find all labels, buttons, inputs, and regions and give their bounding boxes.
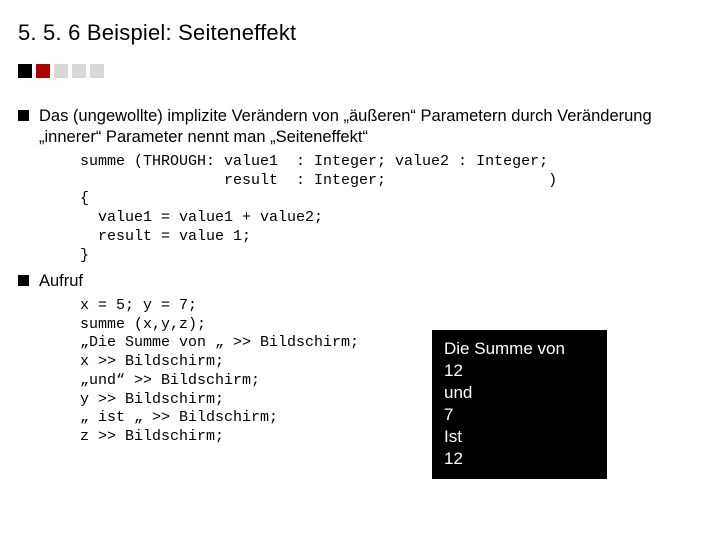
code-block: summe (THROUGH: value1 : Integer; value2… [18, 153, 702, 266]
decor-square [90, 64, 104, 78]
slide-title: 5. 5. 6 Beispiel: Seiteneffekt [18, 20, 702, 46]
bullet-marker [18, 275, 29, 286]
decor-square [54, 64, 68, 78]
slide-content: Das (ungewollte) implizite Verändern von… [0, 78, 720, 447]
bullet-item: Das (ungewollte) implizite Verändern von… [18, 106, 702, 149]
bullet-marker [18, 110, 29, 121]
bullet-item: Aufruf [18, 271, 702, 292]
output-line: 12 [444, 360, 585, 382]
output-line: Die Summe von [444, 338, 585, 360]
bullet-text: Das (ungewollte) implizite Verändern von… [39, 106, 702, 149]
decor-square [18, 64, 32, 78]
output-line: 12 [444, 448, 585, 470]
output-line: Ist [444, 426, 585, 448]
bullet-text: Aufruf [39, 271, 83, 292]
decor-square [36, 64, 50, 78]
output-line: und [444, 382, 585, 404]
decor-squares [0, 56, 720, 78]
output-line: 7 [444, 404, 585, 426]
decor-square [72, 64, 86, 78]
output-box: Die Summe von12und7Ist12 [432, 330, 607, 479]
